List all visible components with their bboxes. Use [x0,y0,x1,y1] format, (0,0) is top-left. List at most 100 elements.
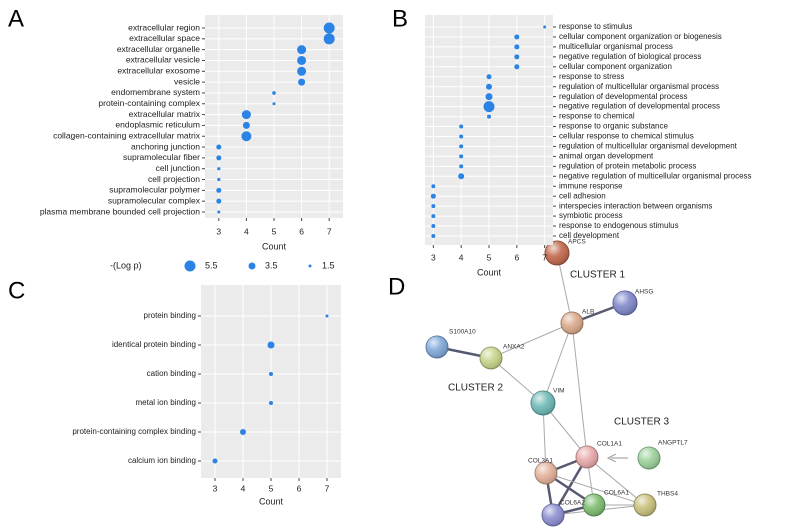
legend-dot [184,260,196,272]
y-tick-label: cation binding [147,369,196,378]
y-tick-label: cellular response to chemical stimulus [559,132,694,141]
y-tick-label: response to endogenous stimulus [559,221,679,230]
x-tick-label: 5 [269,483,274,493]
dot [543,25,547,29]
dot [269,372,273,376]
dot [297,66,307,76]
x-tick-label: 7 [542,252,547,262]
y-tick-label: protein-containing complex [98,98,200,108]
node: S100A10 [425,329,476,359]
dot [216,144,222,150]
dot [217,167,221,171]
x-tick-label: 5 [272,226,277,236]
x-axis-title: Count [477,267,502,277]
x-tick-label: 7 [327,226,332,236]
node: ANXA2 [479,344,525,370]
dot [323,22,335,34]
node-label: COL1A1 [597,441,622,448]
dot [216,187,222,193]
edge [571,322,588,458]
x-tick-label: 4 [244,226,249,236]
y-tick-label: cell adhesion [559,191,606,200]
y-tick-label: extracellular region [128,22,200,32]
dot [514,64,520,70]
x-tick-label: 7 [325,483,330,493]
node: COL1A1 [575,441,622,469]
y-tick-label: extracellular vesicle [126,55,200,65]
x-tick-label: 3 [431,252,436,262]
node-label: ANGPTL7 [658,440,688,447]
dot [241,110,251,120]
dot [217,210,221,214]
dot [459,134,464,139]
x-tick-label: 4 [459,252,464,262]
node: VIM [530,388,565,416]
y-tick-label: identical protein binding [112,340,196,349]
dot [267,341,275,349]
y-tick-label: endomembrane system [111,87,200,97]
y-tick-label: protein binding [144,311,196,320]
node: AHSG [612,289,653,316]
y-tick-label: vesicle [174,76,200,86]
x-tick-label: 3 [213,483,218,493]
dot [297,55,307,65]
dot [269,401,273,405]
y-tick-label: regulation of developmental process [559,92,688,101]
y-tick-label: extracellular matrix [129,109,201,119]
node-label: COL3A1 [528,458,553,465]
dot [485,93,493,101]
dot [323,33,335,45]
node-label: ANXA2 [503,344,525,351]
dot [431,204,436,209]
y-tick-label: interspecies interaction between organis… [559,201,712,210]
node-label: ALB [582,309,594,316]
dot [431,184,436,189]
y-tick-label: cell development [559,231,620,240]
x-tick-label: 6 [299,226,304,236]
y-tick-label: regulation of protein metabolic process [559,161,696,170]
node: ALB [560,309,594,335]
edge [586,456,646,506]
dot [459,124,464,129]
dot [272,91,276,95]
y-tick-label: supramolecular fiber [123,152,200,162]
dot [216,198,222,204]
dot [483,101,495,113]
node: ANGPTL7 [637,440,688,470]
dot [487,114,491,119]
dot [459,164,464,169]
dot [297,45,307,55]
y-tick-label: supramolecular polymer [109,185,200,195]
y-tick-label: symbiotic process [559,211,623,220]
dot [486,74,492,80]
dot [430,193,436,199]
node-label: COL6A2 [560,500,585,507]
x-tick-label: 4 [241,483,246,493]
dot [212,458,218,464]
y-tick-label: animal organ development [559,151,654,160]
node-label: AHSG [635,289,653,296]
node-label: COL6A1 [604,490,629,497]
y-tick-label: negative regulation of biological proces… [559,52,701,61]
x-tick-label: 5 [487,252,492,262]
panel-letter: C [8,277,25,304]
panel-letter: D [388,273,405,300]
edge [545,472,646,506]
y-tick-label: extracellular exosome [117,66,200,76]
y-tick-label: cell junction [156,163,201,173]
node-label: VIM [553,388,565,395]
y-tick-label: metal ion binding [136,398,196,407]
y-tick-label: regulation of multicellular organismal d… [559,142,738,151]
y-tick-label: anchoring junction [131,141,200,151]
legend-dot [248,262,256,270]
y-tick-label: negative regulation of developmental pro… [559,102,720,111]
dot [431,214,436,219]
y-tick-label: response to organic substance [559,122,669,131]
dot [431,234,436,238]
cluster-label: CLUSTER 1 [570,270,625,281]
x-axis-title: Count [259,496,284,506]
y-tick-label: negative regulation of multicellular org… [559,171,752,180]
dot [431,224,436,229]
dot [486,83,492,90]
